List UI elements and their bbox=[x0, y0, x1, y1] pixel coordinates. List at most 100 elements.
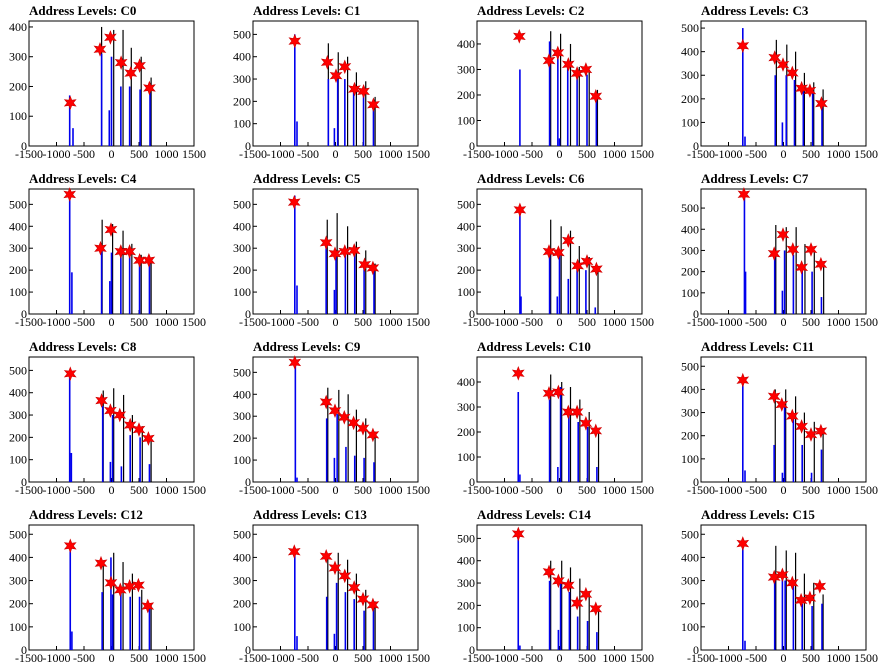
peak-marker bbox=[589, 601, 603, 617]
peak-marker bbox=[803, 83, 817, 98]
chart-svg: Address Levels: C30100200300400500-1500-… bbox=[681, 3, 878, 161]
y-tick-label: 200 bbox=[233, 597, 251, 611]
x-tick-label: 500 bbox=[578, 483, 596, 497]
x-tick-label: 0 bbox=[333, 651, 339, 665]
y-tick-label: 400 bbox=[681, 222, 699, 236]
peak-marker bbox=[511, 365, 525, 381]
plot-frame bbox=[252, 356, 419, 483]
x-tick-label: -1000 bbox=[715, 147, 743, 161]
y-tick-label: 300 bbox=[681, 574, 699, 588]
chart-panel: Address Levels: C15 0 100 200 300 400 500 -1500… bbox=[672, 504, 896, 672]
peak-marker bbox=[93, 41, 107, 57]
chart-title: Address Levels: C12 bbox=[29, 507, 143, 522]
y-tick-label: 0 bbox=[469, 139, 475, 153]
x-tick-label: -500 bbox=[521, 651, 543, 665]
y-tick-label: 0 bbox=[693, 139, 699, 153]
peak-marker bbox=[542, 53, 556, 68]
y-tick-label: 0 bbox=[469, 475, 475, 489]
x-tick-label: 500 bbox=[354, 147, 372, 161]
x-tick-label: 0 bbox=[109, 483, 115, 497]
chart-panel: Address Levels: C11 0 100 200 300 400 500 -1500… bbox=[672, 336, 896, 504]
chart-title: Address Levels: C15 bbox=[701, 507, 815, 522]
peak-marker bbox=[776, 227, 790, 242]
plot-frame bbox=[252, 20, 419, 147]
y-tick-label: 300 bbox=[457, 62, 475, 76]
x-tick-label: 1000 bbox=[379, 483, 403, 497]
x-tick-label: 1500 bbox=[854, 147, 878, 161]
x-tick-label: 1000 bbox=[827, 483, 851, 497]
x-tick-label: -1000 bbox=[715, 651, 743, 665]
chart-svg: Address Levels: C50100200300400500-1500-… bbox=[233, 171, 430, 329]
y-tick-label: 100 bbox=[233, 453, 251, 467]
chart-svg: Address Levels: C70100200300400500-1500-… bbox=[681, 171, 878, 329]
y-tick-label: 300 bbox=[233, 72, 251, 86]
peak-marker bbox=[358, 257, 372, 273]
chart-title: Address Levels: C9 bbox=[253, 339, 361, 354]
y-tick-label: 100 bbox=[457, 621, 475, 635]
x-tick-label: 1000 bbox=[603, 483, 627, 497]
y-tick-label: 200 bbox=[233, 94, 251, 108]
peak-marker bbox=[579, 62, 593, 77]
x-tick-label: 1000 bbox=[155, 483, 179, 497]
y-tick-label: 200 bbox=[233, 263, 251, 277]
peak-marker bbox=[579, 586, 593, 602]
x-tick-label: -1500 bbox=[15, 651, 43, 665]
peak-marker bbox=[736, 372, 750, 388]
peak-marker bbox=[347, 415, 361, 431]
peak-marker bbox=[104, 30, 117, 45]
y-tick-label: 400 bbox=[457, 219, 475, 233]
x-tick-label: 1000 bbox=[827, 651, 851, 665]
peak-marker bbox=[104, 575, 118, 591]
peak-marker bbox=[571, 258, 585, 274]
peak-marker bbox=[338, 568, 352, 584]
y-tick-label: 400 bbox=[681, 45, 699, 59]
chart-panel: Address Levels: C8 0 100 200 300 400 500 -1500-… bbox=[0, 336, 224, 504]
peak-marker bbox=[141, 598, 155, 614]
x-tick-label: -1000 bbox=[267, 651, 295, 665]
peak-marker bbox=[570, 595, 584, 611]
x-tick-label: 1000 bbox=[827, 315, 851, 329]
x-tick-label: 0 bbox=[781, 651, 787, 665]
x-tick-label: -1000 bbox=[715, 483, 743, 497]
x-tick-label: 500 bbox=[130, 315, 148, 329]
x-tick-label: 500 bbox=[354, 651, 372, 665]
y-tick-label: 0 bbox=[245, 307, 251, 321]
y-tick-label: 0 bbox=[245, 139, 251, 153]
peak-marker bbox=[288, 33, 302, 49]
peak-marker bbox=[356, 420, 370, 436]
y-tick-label: 200 bbox=[9, 430, 27, 444]
x-tick-label: -1500 bbox=[239, 483, 267, 497]
y-tick-label: 0 bbox=[693, 307, 699, 321]
x-tick-label: 1000 bbox=[155, 147, 179, 161]
x-tick-label: -1000 bbox=[267, 483, 295, 497]
chart-panel: Address Levels: C9 0 100 200 300 400 500 -1500-… bbox=[224, 336, 448, 504]
peak-marker bbox=[142, 252, 156, 268]
y-tick-label: 100 bbox=[681, 620, 699, 634]
chart-title: Address Levels: C14 bbox=[477, 507, 591, 522]
chart-title: Address Levels: C6 bbox=[477, 171, 585, 186]
peak-marker bbox=[552, 573, 565, 589]
y-tick-label: 500 bbox=[681, 21, 699, 35]
peak-marker bbox=[785, 575, 799, 591]
x-tick-label: 0 bbox=[557, 483, 563, 497]
peak-marker bbox=[589, 423, 603, 439]
y-tick-label: 400 bbox=[233, 550, 251, 564]
peak-marker bbox=[542, 564, 556, 580]
x-tick-label: -1000 bbox=[715, 315, 743, 329]
y-tick-label: 300 bbox=[9, 408, 27, 422]
x-tick-label: -1000 bbox=[43, 651, 71, 665]
y-tick-label: 200 bbox=[457, 598, 475, 612]
y-tick-label: 500 bbox=[681, 527, 699, 541]
y-tick-label: 300 bbox=[233, 241, 251, 255]
peak-marker bbox=[141, 431, 155, 446]
x-tick-label: 1500 bbox=[630, 483, 654, 497]
peak-marker bbox=[804, 427, 818, 442]
x-tick-label: 0 bbox=[781, 315, 787, 329]
peak-marker bbox=[347, 580, 361, 595]
x-tick-label: 1000 bbox=[603, 651, 627, 665]
peak-marker bbox=[785, 65, 799, 81]
y-tick-label: 100 bbox=[233, 117, 251, 131]
peak-marker bbox=[366, 597, 380, 613]
x-tick-label: 1500 bbox=[182, 147, 206, 161]
x-tick-label: -1500 bbox=[463, 483, 491, 497]
